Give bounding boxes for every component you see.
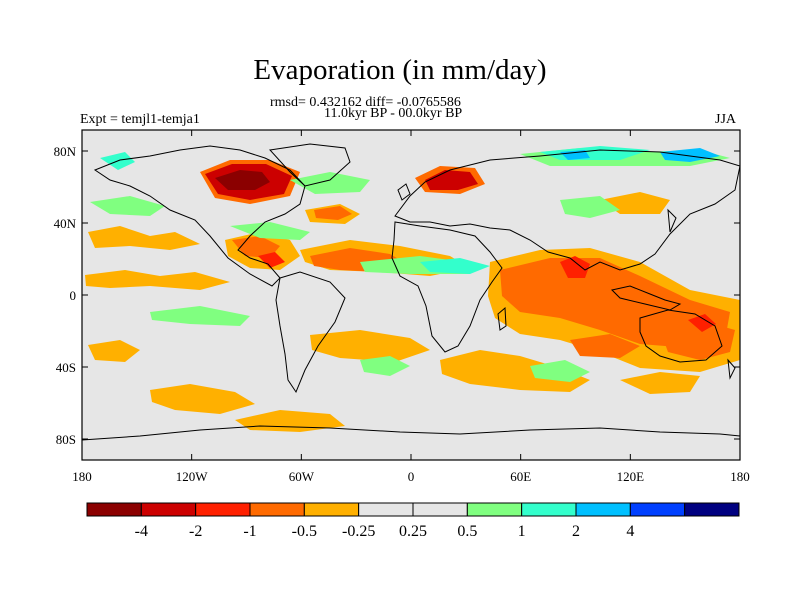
coastlines [82, 143, 740, 441]
anomaly-patch-yellow-c-pacific [85, 270, 230, 290]
coast-south-america [275, 271, 346, 394]
colorbar-swatch [684, 502, 740, 517]
colorbar-label: 4 [626, 523, 634, 540]
coast-greenland [269, 143, 351, 187]
coast-antarctica [82, 425, 740, 441]
lat-label: 0 [70, 288, 77, 303]
experiment-label: Expt = temjl1-temja1 [80, 112, 200, 127]
anomaly-patch-orange-nw-atl [314, 206, 352, 220]
anomaly-patch-yellow-s-pacific2 [150, 384, 255, 414]
coast-australia [639, 309, 723, 363]
colorbar-swatch [575, 502, 631, 517]
colorbar-label: -4 [135, 523, 148, 540]
colorbar-label: 1 [518, 523, 526, 540]
lat-label: 40S [56, 360, 76, 375]
anomaly-patch-red-aus-ne [688, 314, 716, 332]
anomaly-patch-green-s-pac [150, 306, 250, 326]
anomaly-patch-orange-s-indian [570, 334, 640, 358]
colorbar-swatch [629, 502, 686, 517]
coast-japan [667, 208, 677, 233]
lon-label: 120E [617, 469, 645, 484]
lon-label: 0 [408, 469, 415, 484]
anomaly-patch-green-asia [560, 196, 620, 218]
coast-north-america [93, 145, 306, 287]
colorbar-label: -1 [243, 523, 256, 540]
colorbar-swatch [249, 502, 305, 517]
anomaly-patch-blue-siberia [560, 150, 590, 160]
colorbar-swatch [86, 502, 142, 517]
stats-subtitle: rmsd= 0.432162 diff= -0.0765586 [270, 95, 461, 110]
period-subtitle: 11.0kyr BP - 00.0kyr BP [324, 106, 463, 121]
colorbar-label: -0.25 [342, 523, 375, 540]
anomaly-patch-red-bay-bengal [560, 256, 590, 278]
colorbar-swatch [412, 502, 468, 517]
anomaly-patch-orange-indian [500, 258, 730, 348]
coast-madagascar [497, 306, 507, 331]
coast-africa [391, 221, 503, 353]
colorbar-label: 0.5 [457, 523, 477, 540]
anomaly-patch-green-s-ind [530, 360, 590, 382]
colorbar: -4 -2 -1 -0.5 -0.25 0.25 0.5 1 2 4 [86, 502, 740, 540]
anomaly-patch-green-n-atl [290, 172, 370, 194]
lat-label: 80N [54, 144, 77, 159]
lon-label: 60W [289, 469, 315, 484]
season-label: JJA [715, 112, 737, 127]
coast-eurasia [394, 149, 740, 271]
anomaly-patch-yellow-s-pacific [88, 340, 140, 362]
anomaly-patch-darkred-labrador [215, 170, 270, 190]
latitude-axis: 80N 40N 0 40S 80S [54, 144, 740, 447]
plot-title: Evaporation (in mm/day) [253, 54, 547, 86]
lon-label: 120W [176, 469, 209, 484]
anomaly-patch-yellow-s-atlantic [310, 330, 430, 362]
anomaly-patch-red-scand [425, 170, 478, 190]
anomaly-patch-green-s-atl [360, 356, 410, 376]
colorbar-swatch [466, 502, 523, 517]
lat-label: 80S [56, 432, 76, 447]
coast-uk [397, 183, 411, 201]
anomaly-patch-cyan-trop-atl [420, 258, 490, 274]
lat-label: 40N [54, 216, 77, 231]
colorbar-swatch [195, 502, 251, 517]
anomaly-patch-red-caribbean [258, 252, 285, 268]
anomaly-patch-yellow-n-pacific [88, 226, 200, 250]
coast-indonesia [611, 285, 682, 311]
colorbar-swatch [303, 502, 360, 517]
anomaly-patch-green-n-pacific [90, 196, 165, 216]
colorbar-label: -0.5 [292, 523, 317, 540]
colorbar-swatch [358, 502, 414, 517]
colorbar-label: 2 [572, 523, 580, 540]
colorbar-label: 0.25 [399, 523, 427, 540]
colorbar-label: -2 [189, 523, 202, 540]
lon-label: 180 [72, 469, 92, 484]
colorbar-swatch [521, 502, 577, 517]
coast-nz [727, 358, 736, 380]
lon-label: 180 [730, 469, 750, 484]
anomaly-patch-yellow-s-indian [440, 350, 590, 392]
longitude-axis: 180 120W 60W 0 60E 120E 180 [72, 130, 750, 484]
lon-label: 60E [510, 469, 531, 484]
colorbar-swatch [140, 502, 197, 517]
anomaly-patch-yellow-aus-se [620, 372, 700, 394]
anomaly-patch-green-atl-band [230, 222, 310, 240]
anomaly-patch-orange-gulf [232, 236, 280, 258]
